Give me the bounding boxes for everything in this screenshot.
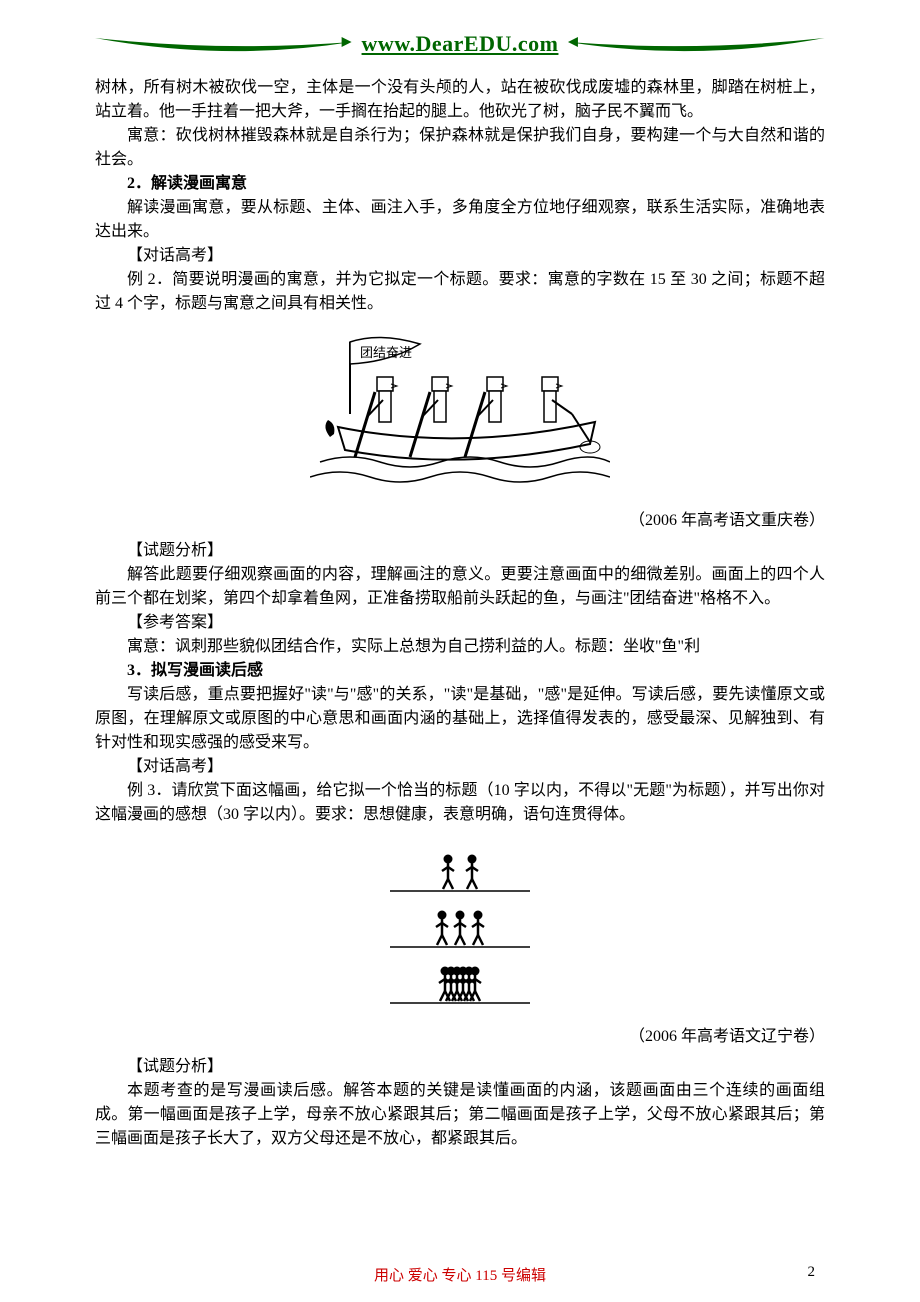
paragraph: 寓意：讽刺那些貌似团结合作，实际上总想为自己捞利益的人。标题：坐收"鱼"利 — [95, 635, 825, 659]
figure-source: （2006 年高考语文重庆卷） — [95, 509, 825, 533]
document-body: 树林，所有树木被砍伐一空，主体是一个没有头颅的人，站在被砍伐成废墟的森林里，脚踏… — [95, 76, 825, 1151]
paragraph: 本题考查的是写漫画读后感。解答本题的关键是读懂画面的内涵，该题画面由三个连续的画… — [95, 1079, 825, 1151]
section-label: 【试题分析】 — [95, 539, 825, 563]
section-heading: 3．拟写漫画读后感 — [95, 659, 825, 683]
cartoon-figure-family — [95, 833, 825, 1021]
paragraph: 解答此题要仔细观察画面的内容，理解画注的意义。更要注意画面中的细微差别。画面上的… — [95, 563, 825, 611]
cartoon-figure-rowing: 团结奋进 — [95, 322, 825, 505]
paragraph: 例 2．简要说明漫画的寓意，并为它拟定一个标题。要求：寓意的字数在 15 至 3… — [95, 268, 825, 316]
paragraph: 解读漫画寓意，要从标题、主体、画注入手，多角度全方位地仔细观察，联系生活实际，准… — [95, 196, 825, 244]
paragraph: 写读后感，重点要把握好"读"与"感"的关系，"读"是基础，"感"是延伸。写读后感… — [95, 683, 825, 755]
section-label: 【对话高考】 — [95, 755, 825, 779]
section-label: 【试题分析】 — [95, 1055, 825, 1079]
footer-motto: 用心 爱心 专心 115 号编辑 — [0, 1264, 920, 1285]
site-header: www.DearEDU.com — [95, 30, 825, 58]
paragraph: 例 3．请欣赏下面这幅画，给它拟一个恰当的标题（10 字以内，不得以"无题"为标… — [95, 779, 825, 827]
paragraph: 树林，所有树木被砍伐一空，主体是一个没有头颅的人，站在被砍伐成废墟的森林里，脚踏… — [95, 76, 825, 124]
section-label: 【参考答案】 — [95, 611, 825, 635]
paragraph: 寓意：砍伐树林摧毁森林就是自杀行为；保护森林就是保护我们自身，要构建一个与大自然… — [95, 124, 825, 172]
section-heading: 2．解读漫画寓意 — [95, 172, 825, 196]
page-number: 2 — [808, 1264, 816, 1281]
flag-text: 团结奋进 — [360, 345, 412, 360]
section-label: 【对话高考】 — [95, 244, 825, 268]
swoosh-right-icon — [566, 34, 825, 54]
figure-source: （2006 年高考语文辽宁卷） — [95, 1025, 825, 1049]
swoosh-left-icon — [95, 34, 354, 54]
site-url: www.DearEDU.com — [362, 31, 559, 57]
